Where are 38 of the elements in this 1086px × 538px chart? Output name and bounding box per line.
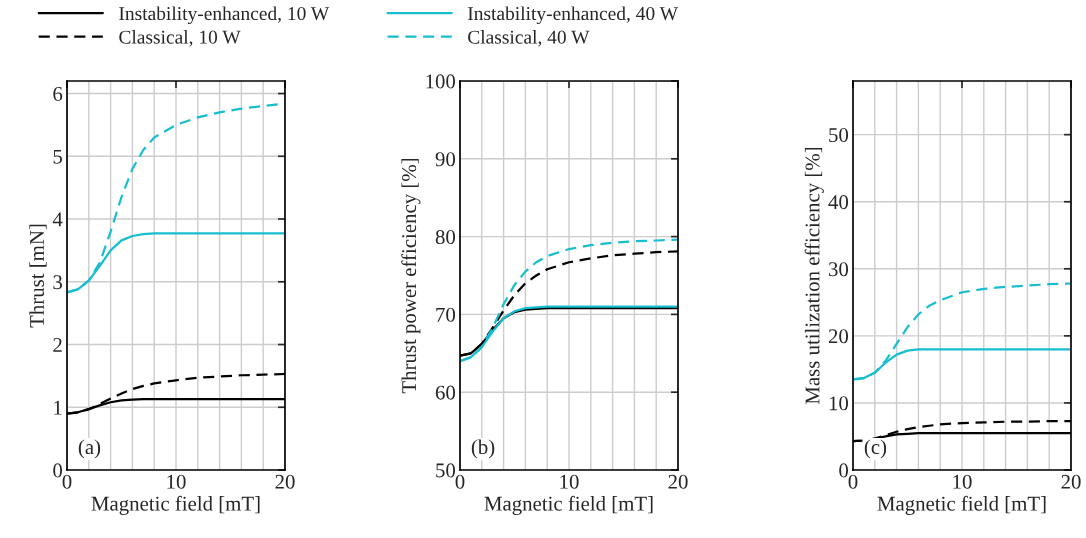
y-tick-label: 10 <box>829 396 849 411</box>
y-tick-label: 100 <box>426 74 456 89</box>
y-tick-label: 6 <box>53 86 63 101</box>
y-axis-title: Thrust power efficiency [%] <box>401 158 421 394</box>
y-tick-label: 5 <box>53 149 63 164</box>
x-axis-title: Magnetic field [mT] <box>877 495 1046 515</box>
annotation: (a) <box>78 439 101 459</box>
x-tick-label: 20 <box>275 474 295 489</box>
y-tick-label: 4 <box>52 212 63 227</box>
x-tick-label: 20 <box>668 474 688 489</box>
y-tick-label: 20 <box>828 329 849 344</box>
legend-label: Instability-enhanced, 10 W <box>119 6 330 25</box>
y-tick-label: 50 <box>436 463 456 478</box>
y-tick-label: 40 <box>828 195 849 210</box>
x-tick-label: 10 <box>953 474 972 489</box>
y-axis-title: Mass utilization efficiency [%] <box>804 147 824 405</box>
legend-label: Classical, 40 W <box>468 30 590 47</box>
y-tick-label: 0 <box>53 463 63 478</box>
y-tick-label: 3 <box>53 275 63 290</box>
y-tick-label: 60 <box>435 385 456 400</box>
y-tick-label: 30 <box>829 262 849 277</box>
x-axis-title: Magnetic field [mT] <box>91 495 260 515</box>
y-tick-label: 80 <box>435 229 456 245</box>
y-tick-label: 0 <box>839 463 849 478</box>
y-tick-label: 90 <box>435 152 456 167</box>
annotation: (c) <box>864 439 887 459</box>
y-tick-label: 1 <box>54 400 62 415</box>
y-tick-label: 70 <box>436 307 456 322</box>
x-tick-label: 10 <box>167 474 186 489</box>
legend-label: Instability-enhanced, 40 W <box>467 6 679 25</box>
legend-label: Classical, 10 W <box>119 30 241 47</box>
x-axis-title: Magnetic field [mT] <box>484 495 653 515</box>
annotation: (b) <box>471 439 495 459</box>
y-tick-label: 2 <box>53 337 62 352</box>
x-tick-label: 20 <box>1061 474 1081 489</box>
x-tick-label: 10 <box>560 474 579 489</box>
y-axis-title: Thrust [mN] <box>29 224 47 328</box>
y-tick-label: 50 <box>829 128 849 143</box>
